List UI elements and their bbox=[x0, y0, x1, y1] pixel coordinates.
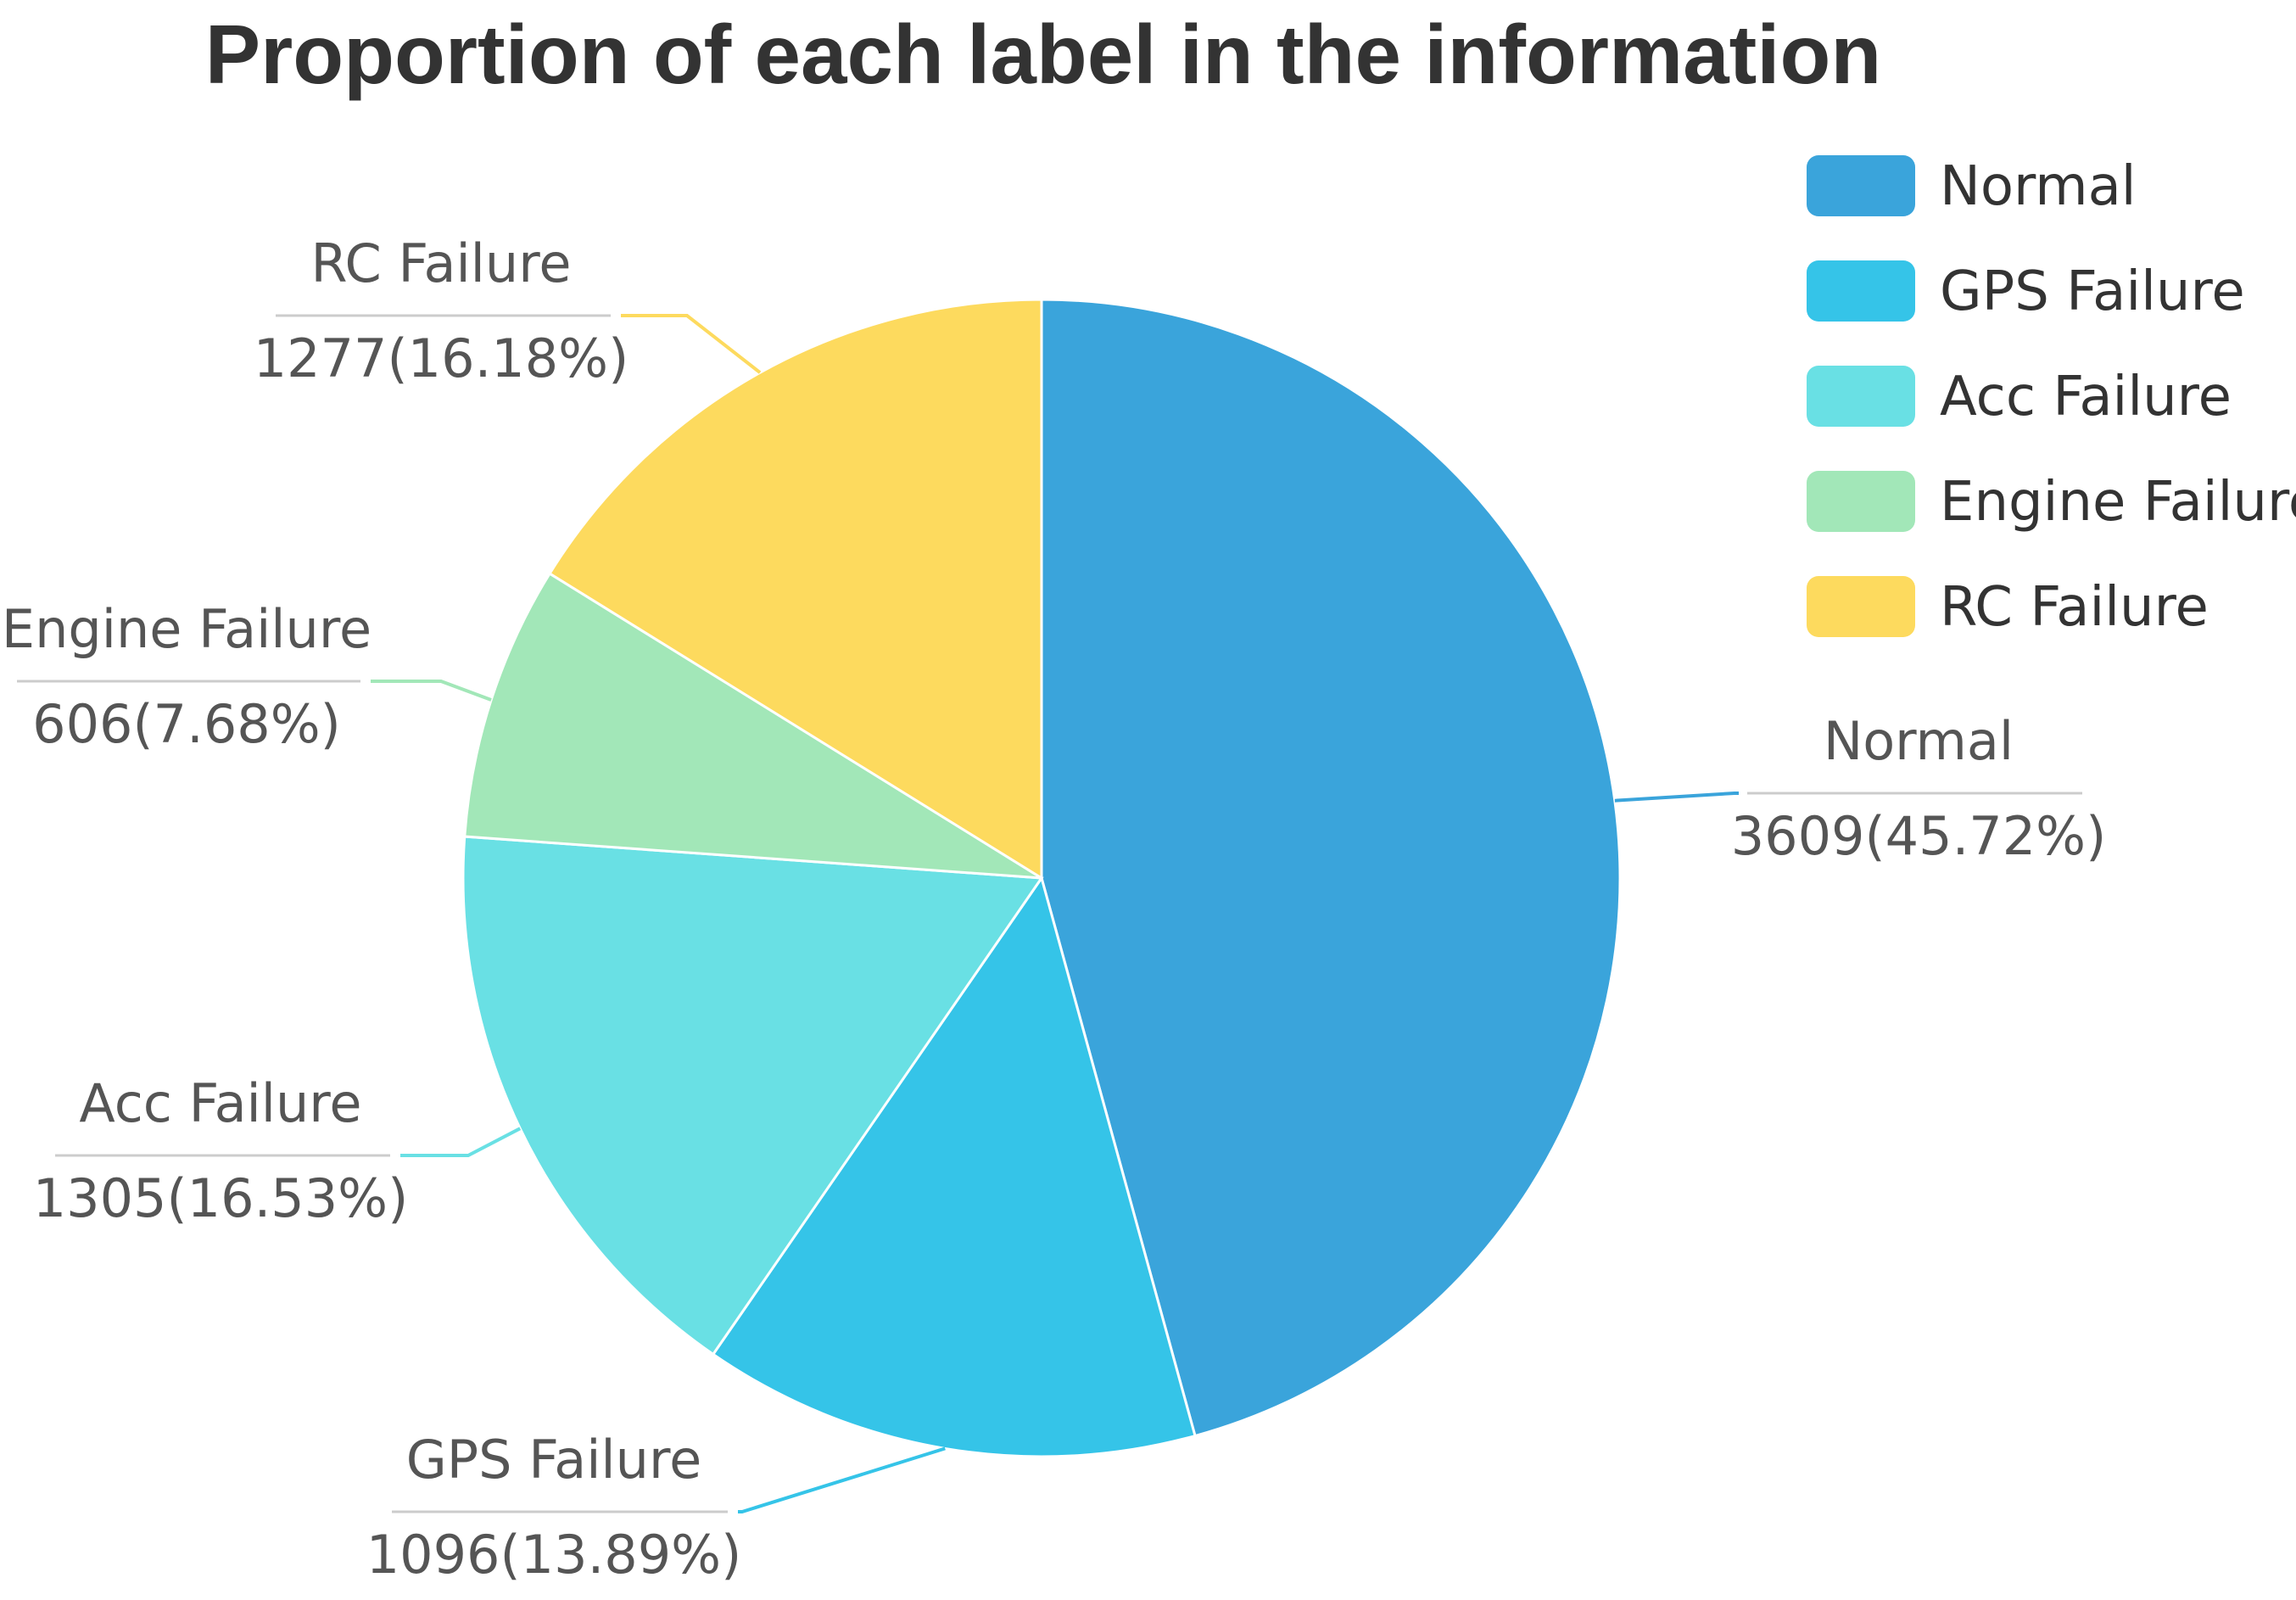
slice-label-acc-failure: Acc Failure bbox=[79, 1072, 361, 1134]
legend-item-normal[interactable]: Normal bbox=[1940, 155, 2137, 218]
pie-slice-engine-failure[interactable] bbox=[463, 571, 1042, 880]
label-leader-lines bbox=[17, 314, 2082, 1513]
legend-item-acc-failure[interactable]: Acc Failure bbox=[1940, 366, 2232, 428]
leader-line-normal bbox=[1614, 792, 1739, 803]
slice-value-label-rc-failure: 1277(16.18%) bbox=[254, 327, 629, 389]
leader-line-rc-failure bbox=[621, 314, 762, 374]
legend: Normal GPS Failure Acc Failure Engine Failu… bbox=[1807, 155, 2296, 639]
slice-value-label-normal: 3609(45.72%) bbox=[1731, 805, 2107, 867]
pie-slice-acc-failure[interactable] bbox=[461, 835, 1044, 1357]
legend-item-rc-failure[interactable]: RC Failure bbox=[1940, 576, 2209, 639]
legend-swatch-normal[interactable] bbox=[1807, 155, 1915, 216]
slice-value-label-engine-failure: 606(7.68%) bbox=[32, 693, 341, 755]
chart-title: Proportion of each label in the informat… bbox=[205, 8, 1881, 101]
slice-label-engine-failure: Engine Failure bbox=[2, 598, 371, 660]
slice-value-label-acc-failure: 1305(16.53%) bbox=[33, 1167, 409, 1229]
legend-swatch-rc-failure[interactable] bbox=[1807, 576, 1915, 637]
slice-label-rc-failure: RC Failure bbox=[311, 232, 572, 294]
leader-line-acc-failure bbox=[400, 1127, 522, 1157]
legend-swatch-gps-failure[interactable] bbox=[1807, 260, 1915, 322]
legend-swatch-acc-failure[interactable] bbox=[1807, 366, 1915, 427]
pie-slices bbox=[461, 298, 1622, 1458]
pie-slice-normal[interactable] bbox=[1040, 298, 1622, 1438]
slice-label-normal: Normal bbox=[1824, 710, 2014, 772]
leader-line-engine-failure bbox=[371, 680, 492, 702]
slice-value-label-gps-failure: 1096(13.89%) bbox=[366, 1524, 742, 1586]
legend-item-engine-failure[interactable]: Engine Failure bbox=[1940, 471, 2296, 534]
leader-line-gps-failure bbox=[738, 1446, 946, 1513]
slice-labels: Normal 3609(45.72%) GPS Failure 1096(13.89%… bbox=[2, 232, 2106, 1586]
slice-label-gps-failure: GPS Failure bbox=[406, 1429, 701, 1491]
legend-swatch-engine-failure[interactable] bbox=[1807, 471, 1915, 532]
pie-slice-rc-failure[interactable] bbox=[548, 298, 1043, 881]
legend-item-gps-failure[interactable]: GPS Failure bbox=[1940, 260, 2245, 323]
